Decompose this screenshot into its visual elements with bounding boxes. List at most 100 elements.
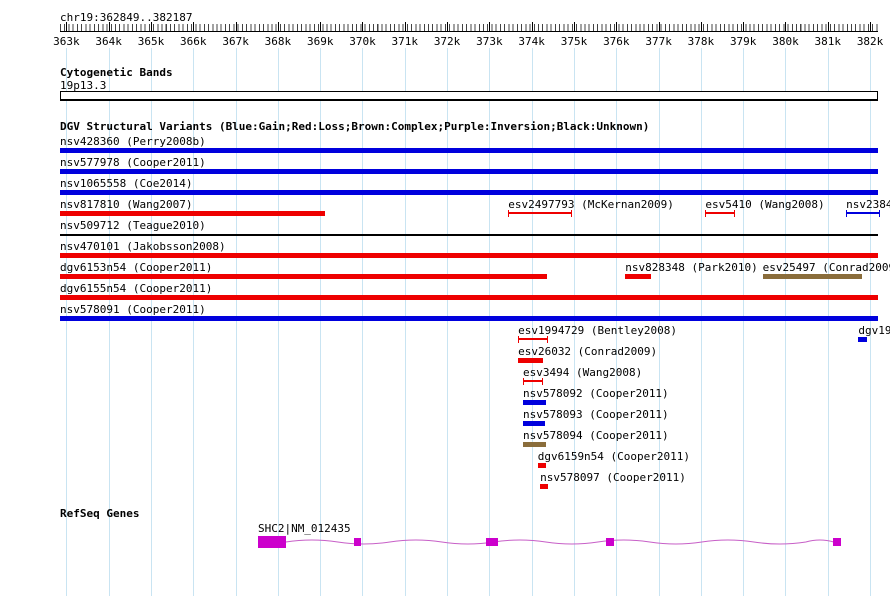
variant-label[interactable]: esv2497793 (McKernan2009) xyxy=(508,198,674,211)
cytoband-baseline xyxy=(60,100,878,101)
variant-label[interactable]: nsv578094 (Cooper2011) xyxy=(522,429,669,442)
variant-bar[interactable] xyxy=(522,442,546,447)
variant-label[interactable]: dgv6153n54 (Cooper2011) xyxy=(60,261,213,274)
major-tick xyxy=(870,22,872,32)
bracket-line xyxy=(519,338,547,340)
variant-bar[interactable] xyxy=(60,316,878,321)
major-tick xyxy=(700,22,702,32)
gridline xyxy=(362,48,364,596)
variant-bar[interactable] xyxy=(60,295,878,300)
exon[interactable] xyxy=(606,538,614,546)
variant-bar[interactable] xyxy=(60,148,878,153)
ruler-minor-ticks xyxy=(60,24,878,31)
variant-label[interactable]: nsv509712 (Teague2010) xyxy=(60,219,206,232)
variant-bar[interactable] xyxy=(518,336,548,343)
major-tick xyxy=(616,22,618,32)
bracket-line xyxy=(523,380,542,382)
variant-bar[interactable] xyxy=(522,400,546,405)
major-tick xyxy=(235,22,237,32)
variant-bar[interactable] xyxy=(518,358,544,363)
variant-label[interactable]: esv26032 (Conrad2009) xyxy=(518,345,658,358)
variant-label[interactable]: nsv578097 (Cooper2011) xyxy=(540,471,686,484)
variant-bar[interactable] xyxy=(60,274,547,279)
major-tick xyxy=(277,22,279,32)
variant-bar[interactable] xyxy=(625,274,652,279)
cytoband-box[interactable] xyxy=(60,91,878,100)
dgv-row: nsv578092 (Cooper2011) xyxy=(60,388,878,409)
variant-label[interactable]: dgv6155n54 (Cooper2011) xyxy=(60,282,213,295)
gridline xyxy=(66,48,68,596)
major-tick xyxy=(320,22,322,32)
variant-label[interactable]: esv1994729 (Bentley2008) xyxy=(518,324,678,337)
variant-bar[interactable] xyxy=(705,210,736,217)
dgv-track-title: DGV Structural Variants (Blue:Gain;Red:L… xyxy=(60,120,650,133)
tick-label: 376k xyxy=(603,35,630,48)
gridline xyxy=(574,48,576,596)
variant-label[interactable]: nsv1065558 (Coe2014) xyxy=(60,177,193,190)
variant-label[interactable]: nsv577978 (Cooper2011) xyxy=(60,156,206,169)
major-tick xyxy=(827,22,829,32)
tick-label: 379k xyxy=(729,35,757,48)
variant-bar[interactable] xyxy=(60,169,878,174)
exon[interactable] xyxy=(833,538,842,546)
dgv-row: nsv428360 (Perry2008b) xyxy=(60,136,878,157)
variant-bar[interactable] xyxy=(508,210,573,217)
tick-label: 371k xyxy=(391,35,419,48)
major-tick xyxy=(658,22,660,32)
variant-bar[interactable] xyxy=(858,337,867,342)
gene-label[interactable]: SHC2|NM_012435 xyxy=(257,522,351,535)
gridline xyxy=(320,48,322,596)
gridline xyxy=(658,48,660,596)
variant-bar[interactable] xyxy=(60,211,326,216)
major-tick xyxy=(743,22,745,32)
tick-label: 381k xyxy=(814,35,842,48)
variant-label[interactable]: dgv19 xyxy=(858,324,890,337)
bracket-line xyxy=(509,212,572,214)
refseq-gene-track: SHC2|NM_012435 xyxy=(60,522,878,552)
dgv-row: nsv1065558 (Coe2014) xyxy=(60,178,878,199)
gridline xyxy=(700,48,702,596)
tick-label: 372k xyxy=(433,35,461,48)
variant-label[interactable]: nsv817810 (Wang2007) xyxy=(60,198,193,211)
exon[interactable] xyxy=(353,538,362,546)
variant-label[interactable]: nsv470101 (Jakobsson2008) xyxy=(60,240,226,253)
dgv-row: nsv577978 (Cooper2011) xyxy=(60,157,878,178)
exon[interactable] xyxy=(486,538,499,546)
variant-label[interactable]: nsv578092 (Cooper2011) xyxy=(522,387,669,400)
variant-label[interactable]: nsv578091 (Cooper2011) xyxy=(60,303,206,316)
major-tick xyxy=(193,22,195,32)
variant-bar[interactable] xyxy=(537,463,546,468)
exon[interactable] xyxy=(257,536,286,548)
variant-bar[interactable] xyxy=(762,274,862,279)
variant-bar[interactable] xyxy=(60,253,878,258)
dgv-variants-track: nsv428360 (Perry2008b) nsv577978 (Cooper2… xyxy=(60,136,890,493)
dgv-row: nsv470101 (Jakobsson2008) xyxy=(60,241,878,262)
variant-label[interactable]: esv25497 (Conrad2009) xyxy=(762,261,890,274)
variant-label[interactable]: nsv578093 (Cooper2011) xyxy=(522,408,669,421)
gene-graphic xyxy=(60,535,878,549)
gridline xyxy=(404,48,406,596)
major-tick xyxy=(108,22,110,32)
dgv-row: nsv817810 (Wang2007) esv2497793 (McKernan… xyxy=(60,198,890,220)
variant-bar[interactable] xyxy=(60,190,878,195)
variant-bar[interactable] xyxy=(522,421,546,426)
gridline xyxy=(277,48,279,596)
gridline xyxy=(447,48,449,596)
tick-label: 374k xyxy=(518,35,545,48)
major-tick xyxy=(362,22,364,32)
variant-label[interactable]: esv3494 (Wang2008) xyxy=(522,366,643,379)
variant-label[interactable]: nsv828348 (Park2010) xyxy=(625,261,758,274)
variant-label[interactable]: nsv2384 xyxy=(846,198,890,211)
variant-label[interactable]: nsv428360 (Perry2008b) xyxy=(60,135,206,148)
variant-bar[interactable] xyxy=(522,378,543,385)
variant-label[interactable]: esv5410 (Wang2008) xyxy=(705,198,825,211)
gridline xyxy=(108,48,110,596)
variant-bar[interactable] xyxy=(540,484,548,489)
major-tick xyxy=(531,22,533,32)
variant-bar[interactable] xyxy=(60,234,878,236)
variant-label[interactable]: dgv6159n54 (Cooper2011) xyxy=(537,450,691,463)
variant-bar[interactable] xyxy=(846,210,880,217)
dgv-row: esv26032 (Conrad2009) xyxy=(60,346,878,367)
major-tick xyxy=(489,22,491,32)
